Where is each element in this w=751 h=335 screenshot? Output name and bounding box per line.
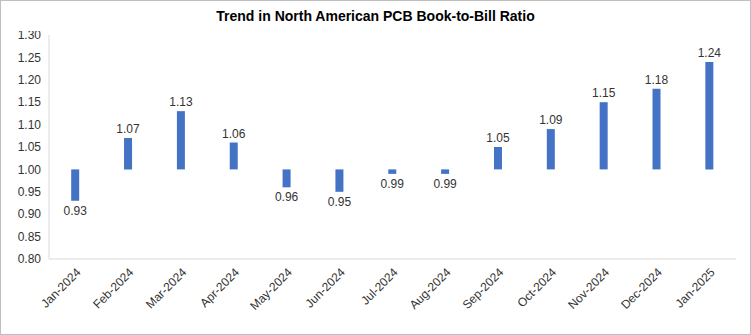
- svg-text:Sep-2024: Sep-2024: [460, 265, 507, 312]
- svg-text:0.99: 0.99: [381, 177, 405, 191]
- svg-text:1.06: 1.06: [222, 127, 246, 141]
- svg-text:Jan-2025: Jan-2025: [672, 265, 718, 311]
- svg-text:0.90: 0.90: [18, 207, 42, 221]
- svg-text:1.18: 1.18: [645, 73, 669, 87]
- svg-text:Oct-2024: Oct-2024: [514, 265, 559, 310]
- svg-text:0.96: 0.96: [275, 190, 299, 204]
- svg-text:1.15: 1.15: [592, 86, 616, 100]
- svg-text:0.95: 0.95: [18, 185, 42, 199]
- svg-text:Feb-2024: Feb-2024: [90, 265, 136, 311]
- svg-text:Jun-2024: Jun-2024: [303, 265, 349, 311]
- svg-text:0.95: 0.95: [328, 195, 352, 209]
- svg-text:1.09: 1.09: [539, 113, 563, 127]
- svg-text:Jul-2024: Jul-2024: [358, 265, 401, 308]
- svg-text:1.30: 1.30: [18, 31, 42, 42]
- svg-text:0.85: 0.85: [18, 230, 42, 244]
- svg-text:Mar-2024: Mar-2024: [143, 265, 189, 311]
- svg-text:0.99: 0.99: [433, 177, 457, 191]
- svg-text:1.25: 1.25: [18, 51, 42, 65]
- svg-text:1.20: 1.20: [18, 73, 42, 87]
- svg-text:1.00: 1.00: [18, 163, 42, 177]
- svg-text:Jan-2024: Jan-2024: [38, 265, 84, 311]
- svg-text:1.13: 1.13: [169, 95, 193, 109]
- html-text:Trend in North American PCB Bo: Trend in North American PCB Book-to-Bill…: [216, 8, 535, 24]
- svg-text:1.05: 1.05: [18, 140, 42, 154]
- svg-text:1.24: 1.24: [698, 46, 722, 60]
- svg-text:1.05: 1.05: [486, 131, 510, 145]
- svg-text:1.15: 1.15: [18, 95, 42, 109]
- svg-text:1.07: 1.07: [116, 122, 140, 136]
- svg-text:Apr-2024: Apr-2024: [197, 265, 242, 310]
- svg-text:0.93: 0.93: [64, 204, 88, 218]
- svg-text:1.10: 1.10: [18, 118, 42, 132]
- svg-text:Aug-2024: Aug-2024: [407, 265, 454, 312]
- svg-text:Dec-2024: Dec-2024: [618, 265, 665, 312]
- svg-text:Nov-2024: Nov-2024: [565, 265, 612, 312]
- svg-text:May-2024: May-2024: [247, 265, 295, 313]
- svg-text:0.80: 0.80: [18, 252, 42, 266]
